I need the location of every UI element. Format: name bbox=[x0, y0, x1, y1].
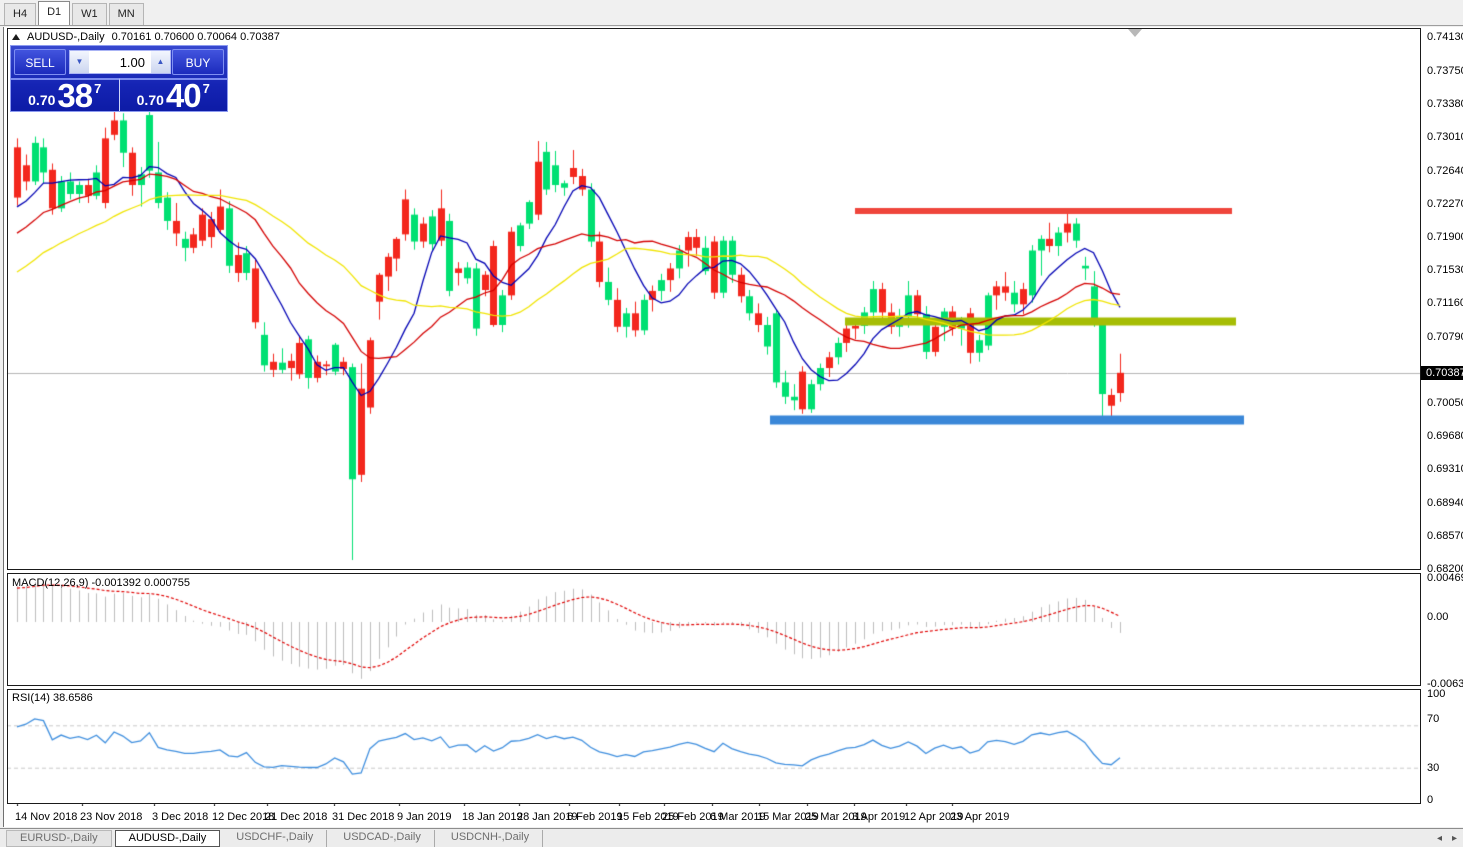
sell-button[interactable]: SELL bbox=[14, 49, 66, 75]
date-axis-label: 9 Jan 2019 bbox=[397, 811, 452, 823]
current-price-badge: 0.70387 bbox=[1421, 365, 1463, 380]
price-axis-label: 0.73750 bbox=[1427, 65, 1463, 78]
price-axis-label: 0.69310 bbox=[1427, 463, 1463, 476]
rsi-plot-border bbox=[7, 689, 1421, 804]
price-axis[interactable]: 0.74130 0.73750 0.73380 0.73010 0.72640 0.722… bbox=[1421, 28, 1463, 826]
sell-price-button[interactable]: 0.70 38 7 bbox=[11, 76, 120, 114]
date-axis-label: 23 Nov 2018 bbox=[80, 811, 143, 823]
price-axis-label: 0.71160 bbox=[1427, 297, 1463, 310]
tab-scroll-left-icon[interactable]: ◂ bbox=[1436, 832, 1442, 844]
date-axis-label: 15 Feb 2019 bbox=[617, 811, 679, 823]
collapse-triangle-icon[interactable] bbox=[12, 34, 20, 40]
indicator-axis-label: 100 bbox=[1427, 688, 1446, 700]
macd-label: MACD(12,26,9) -0.001392 0.000755 bbox=[12, 577, 190, 589]
date-axis-label: 6 Mar 2019 bbox=[710, 811, 766, 823]
price-axis-label: 0.68200 bbox=[1427, 563, 1463, 575]
date-axis-label: 21 Dec 2018 bbox=[265, 811, 328, 823]
date-axis-label: 6 Feb 2019 bbox=[567, 811, 623, 823]
one-click-trading-panel: SELL ▼ ▲ BUY 0.70 38 7 0.70 40 7 bbox=[10, 45, 228, 112]
date-axis-label: 12 Dec 2018 bbox=[212, 811, 275, 823]
date-axis-label: 15 Mar 2019 bbox=[757, 811, 819, 823]
indicator-axis-label: 70 bbox=[1427, 713, 1440, 725]
indicator-axis-label: 30 bbox=[1427, 762, 1440, 774]
price-axis-label: 0.70790 bbox=[1427, 330, 1463, 343]
chart-header: AUDUSD-,Daily 0.70161 0.70600 0.70064 0.… bbox=[12, 31, 280, 43]
date-axis-label: 12 Apr 2019 bbox=[904, 811, 964, 823]
chart-ohlc-values: 0.70161 0.70600 0.70064 0.70387 bbox=[111, 31, 280, 43]
date-axis-label: 3 Dec 2018 bbox=[152, 811, 209, 823]
symbol-tab-usdcnh[interactable]: USDCNH-,Daily bbox=[438, 829, 544, 847]
indicator-axis-label: 0 bbox=[1427, 794, 1434, 806]
buy-price-sup: 7 bbox=[202, 81, 210, 96]
price-axis-label: 0.74130 bbox=[1427, 31, 1463, 43]
tab-scroll-right-icon[interactable]: ▸ bbox=[1451, 832, 1457, 844]
buy-price-button[interactable]: 0.70 40 7 bbox=[119, 76, 227, 114]
price-axis-label: 0.71530 bbox=[1427, 264, 1463, 277]
volume-increase-button[interactable]: ▲ bbox=[151, 51, 170, 73]
price-axis-label: 0.69680 bbox=[1427, 430, 1463, 443]
price-axis-label: 0.68940 bbox=[1427, 496, 1463, 509]
price-axis-label: 0.73010 bbox=[1427, 131, 1463, 144]
sell-price-sup: 7 bbox=[94, 81, 102, 96]
buy-price-big: 40 bbox=[165, 76, 202, 114]
volume-input[interactable] bbox=[89, 51, 151, 73]
sell-price-small: 0.70 bbox=[28, 91, 56, 108]
symbol-tab-eurusd[interactable]: EURUSD-,Daily bbox=[6, 829, 112, 847]
date-axis-label: 23 Apr 2019 bbox=[950, 811, 1010, 823]
date-axis-label: 28 Jan 2019 bbox=[517, 811, 578, 823]
symbol-tab-usdchf[interactable]: USDCHF-,Daily bbox=[223, 829, 328, 847]
date-axis[interactable]: 14 Nov 2018 23 Nov 2018 3 Dec 2018 12 Dec 2… bbox=[7, 806, 1421, 826]
main-plot-border bbox=[7, 28, 1421, 570]
volume-decrease-button[interactable]: ▼ bbox=[70, 51, 89, 73]
sell-price-big: 38 bbox=[57, 76, 93, 114]
volume-stepper: ▼ ▲ bbox=[69, 50, 171, 74]
symbol-tab-bar: EURUSD-,Daily AUDUSD-,Daily USDCHF-,Daily U… bbox=[0, 828, 1463, 847]
date-axis-label: 31 Dec 2018 bbox=[332, 811, 395, 823]
date-axis-label: 18 Jan 2019 bbox=[462, 811, 523, 823]
buy-button[interactable]: BUY bbox=[172, 49, 224, 75]
indicator-axis-label: 0.004694 bbox=[1427, 572, 1463, 584]
buy-price-small: 0.70 bbox=[136, 91, 164, 108]
chart-symbol-label: AUDUSD-,Daily bbox=[27, 31, 105, 43]
price-axis-label: 0.72270 bbox=[1427, 197, 1463, 210]
indicator-axis-label: -0.00639 bbox=[1427, 678, 1463, 690]
symbol-tab-usdcad[interactable]: USDCAD-,Daily bbox=[330, 829, 435, 847]
chart-shift-marker-icon[interactable] bbox=[1128, 29, 1142, 37]
price-axis-label: 0.70050 bbox=[1427, 397, 1463, 410]
date-axis-label: 25 Mar 2019 bbox=[805, 811, 867, 823]
price-axis-label: 0.71900 bbox=[1427, 231, 1463, 244]
symbol-tab-audusd[interactable]: AUDUSD-,Daily bbox=[114, 829, 221, 847]
indicator-axis-label: 0.00 bbox=[1427, 611, 1449, 623]
date-axis-label: 25 Feb 2019 bbox=[662, 811, 724, 823]
rsi-label: RSI(14) 38.6586 bbox=[12, 692, 93, 704]
price-axis-label: 0.73380 bbox=[1427, 98, 1463, 111]
macd-plot-border bbox=[7, 573, 1421, 686]
date-axis-label: 14 Nov 2018 bbox=[15, 811, 78, 823]
price-axis-label: 0.68570 bbox=[1427, 529, 1463, 542]
date-axis-label: 3 Apr 2019 bbox=[852, 811, 906, 823]
price-axis-label: 0.72640 bbox=[1427, 164, 1463, 177]
